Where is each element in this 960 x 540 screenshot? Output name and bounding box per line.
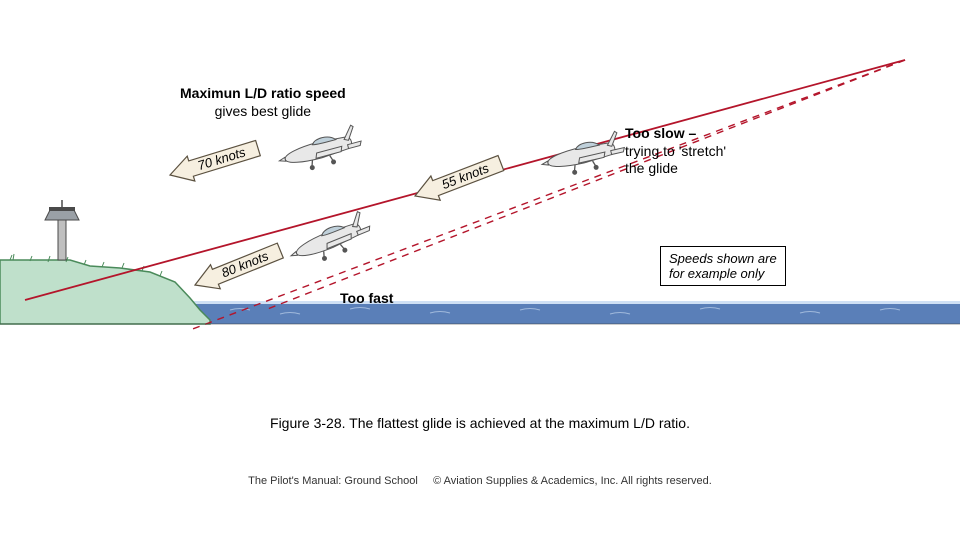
speed-55-label: 55 knots bbox=[440, 160, 492, 192]
figure-caption: Figure 3-28. The flattest glide is achie… bbox=[0, 415, 960, 431]
diagram-stage: 70 knots 55 knots 80 knots bbox=[0, 0, 960, 540]
too-slow-line1: Too slow – bbox=[625, 125, 696, 141]
example-note-box: Speeds shown are for example only bbox=[660, 246, 786, 286]
title-label: Maximun L/D ratio speed gives best glide bbox=[180, 85, 346, 120]
plane-too-fast-icon bbox=[285, 209, 375, 271]
too-slow-line2: trying to 'stretch' bbox=[625, 143, 726, 159]
plane-best-glide-icon bbox=[275, 124, 365, 178]
speed-arrows: 70 knots 55 knots 80 knots bbox=[166, 136, 505, 297]
credits-left: The Pilot's Manual: Ground School bbox=[248, 475, 418, 487]
credits-right: © Aviation Supplies & Academics, Inc. Al… bbox=[433, 475, 712, 487]
diagram-svg: 70 knots 55 knots 80 knots bbox=[0, 0, 960, 540]
airplanes bbox=[275, 124, 627, 272]
title-line2: gives best glide bbox=[215, 103, 312, 119]
caption-prefix: Figure 3-28. bbox=[270, 415, 345, 431]
title-line1: Maximun L/D ratio speed bbox=[180, 85, 346, 101]
caption-text: The flattest glide is achieved at the ma… bbox=[346, 415, 690, 431]
too-slow-line3: the glide bbox=[625, 160, 678, 176]
note-line2: for example only bbox=[669, 266, 764, 281]
land bbox=[0, 254, 210, 324]
speed-70-label: 70 knots bbox=[196, 144, 248, 173]
note-line1: Speeds shown are bbox=[669, 251, 777, 266]
too-slow-label: Too slow – trying to 'stretch' the glide bbox=[625, 125, 726, 178]
control-tower-icon bbox=[45, 200, 79, 260]
too-fast-label: Too fast bbox=[340, 290, 393, 308]
too-fast-text: Too fast bbox=[340, 290, 393, 306]
speed-80-label: 80 knots bbox=[219, 248, 271, 281]
credits-line: The Pilot's Manual: Ground School © Avia… bbox=[0, 475, 960, 487]
